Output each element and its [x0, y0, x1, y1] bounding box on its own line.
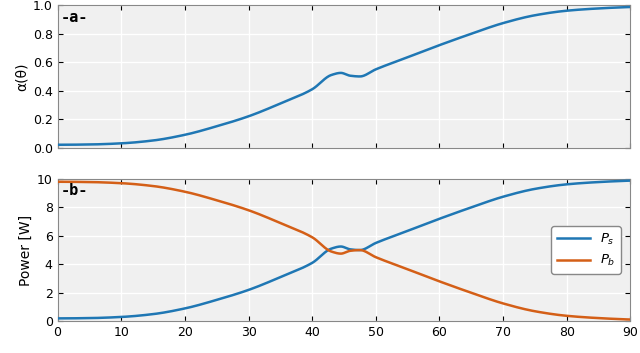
$P_s$	[83, 316, 91, 320]
$P_s$	[627, 179, 634, 183]
Legend: $P_s$, $P_b$: $P_s$, $P_b$	[552, 226, 621, 274]
$P_b$	[332, 251, 340, 255]
$P_s$	[54, 316, 61, 321]
$P_b$	[627, 317, 634, 322]
Y-axis label: Power [W]: Power [W]	[19, 215, 33, 286]
$P_b$	[610, 317, 618, 321]
$P_b$	[610, 317, 618, 321]
Text: -a-: -a-	[60, 10, 88, 25]
$P_s$	[610, 179, 618, 184]
$P_b$	[54, 180, 61, 184]
Line: $P_s$: $P_s$	[58, 181, 630, 318]
$P_b$	[83, 180, 91, 184]
$P_b$	[505, 303, 513, 307]
$P_s$	[332, 245, 340, 249]
$P_s$	[505, 193, 513, 197]
Text: -b-: -b-	[60, 183, 88, 198]
$P_s$	[610, 179, 618, 184]
Line: $P_b$: $P_b$	[58, 182, 630, 319]
$P_s$	[317, 254, 324, 258]
$P_b$	[317, 242, 324, 246]
Y-axis label: α(θ): α(θ)	[15, 62, 29, 91]
